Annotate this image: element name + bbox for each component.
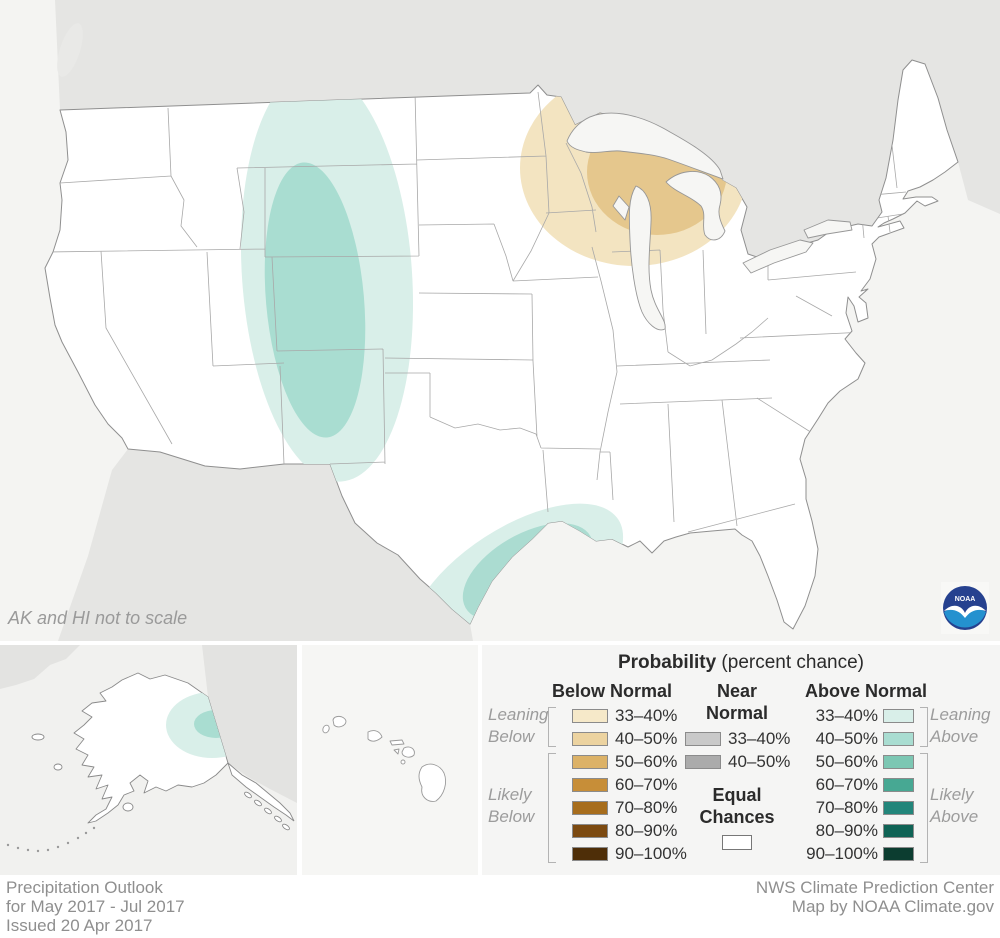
alaska-panhandle-islands xyxy=(31,733,295,831)
lake-erie xyxy=(742,239,814,274)
group-label-leaning-above-1: Leaning xyxy=(930,705,991,724)
legend-swatch-above-40–50% xyxy=(883,732,914,746)
legend-label-above-90–100%: 90–100% xyxy=(806,844,878,863)
st-lawrence-island xyxy=(31,733,45,741)
vancouver-island xyxy=(57,23,83,77)
legend-swatch-below-33–40% xyxy=(572,709,608,723)
legend-swatch-below-90–100% xyxy=(572,847,608,861)
legend-label-below-50–60%: 50–60% xyxy=(615,752,678,771)
legend-label-below-40–50%: 40–50% xyxy=(615,729,678,748)
equal-chances-swatch xyxy=(722,835,752,850)
bracket-leaning-below xyxy=(548,707,556,747)
state-borders xyxy=(45,91,907,533)
footer-left: Precipitation Outlook for May 2017 - Jul… xyxy=(6,878,185,935)
great-lakes xyxy=(566,112,853,331)
legend-swatch-above-33–40% xyxy=(883,709,914,723)
legend-swatch-below-50–60% xyxy=(572,755,608,769)
equal-chances-label-line1: Equal xyxy=(712,785,762,805)
kahoolawe xyxy=(400,759,406,765)
legend-label-near-33–40%: 33–40% xyxy=(728,729,791,748)
footer-period: for May 2017 - Jul 2017 xyxy=(6,897,185,916)
footer: Precipitation Outlook for May 2017 - Jul… xyxy=(0,876,1000,938)
noaa-logo-text: NOAA xyxy=(955,596,976,603)
legend-label-above-40–50%: 40–50% xyxy=(815,729,878,748)
mexico-landmass xyxy=(58,449,473,641)
lake-huron xyxy=(665,171,726,241)
big-island xyxy=(418,763,447,802)
bracket-likely-above xyxy=(920,753,928,863)
legend-swatch-near-33–40% xyxy=(685,732,721,746)
group-label-leaning-below-1: Leaning xyxy=(488,705,549,724)
russia-landmass xyxy=(0,645,80,689)
hawaiian-islands xyxy=(322,715,447,802)
kodiak-island xyxy=(122,802,134,812)
legend-label-above-80–90%: 80–90% xyxy=(815,821,878,840)
legend-label-above-70–80%: 70–80% xyxy=(815,798,878,817)
lake-michigan xyxy=(628,185,666,331)
group-label-leaning-below-2: Below xyxy=(488,727,535,746)
equal-chances-label-line2: Chances xyxy=(699,807,775,827)
hawaii-map xyxy=(302,645,478,875)
legend-label-above-60–70%: 60–70% xyxy=(815,775,878,794)
legend-label-below-60–70%: 60–70% xyxy=(615,775,678,794)
group-label-likely-below-2: Below xyxy=(488,807,535,826)
legend-swatch-above-60–70% xyxy=(883,778,914,792)
legend-label-above-33–40%: 33–40% xyxy=(815,706,878,725)
legend-swatch-above-70–80% xyxy=(883,801,914,815)
lake-superior xyxy=(566,112,724,180)
oahu xyxy=(367,730,383,742)
noaa-logo: NOAA xyxy=(941,582,989,634)
legend-swatch-below-40–50% xyxy=(572,732,608,746)
region-west-above-inner xyxy=(264,162,366,438)
footer-credit: Map by NOAA Climate.gov xyxy=(791,897,994,916)
lake-ontario xyxy=(803,219,853,239)
maui xyxy=(401,746,415,758)
conus-map-panel: NOAA AK and HI not to scale xyxy=(0,0,1000,641)
molokai xyxy=(389,739,405,746)
footer-issued: Issued 20 Apr 2017 xyxy=(6,916,153,935)
legend-label-near-40–50%: 40–50% xyxy=(728,752,791,771)
legend-header-above-normal: Above Normal xyxy=(804,681,928,701)
kauai xyxy=(332,715,347,728)
legend-label-below-70–80%: 70–80% xyxy=(615,798,678,817)
hawaii-inset-panel xyxy=(302,645,478,875)
legend-header-below-normal: Below Normal xyxy=(551,681,673,701)
legend-label-below-80–90%: 80–90% xyxy=(615,821,678,840)
scale-note: AK and HI not to scale xyxy=(8,608,188,628)
green-bay xyxy=(612,195,630,221)
legend-swatch-near-40–50% xyxy=(685,755,721,769)
legend-swatch-above-80–90% xyxy=(883,824,914,838)
legend-swatch-above-90–100% xyxy=(883,847,914,861)
legend-label-below-90–100%: 90–100% xyxy=(615,844,687,863)
group-label-leaning-above-2: Above xyxy=(930,727,979,746)
alaska-map xyxy=(0,645,297,875)
legend-swatch-below-80–90% xyxy=(572,824,608,838)
bracket-likely-below xyxy=(548,753,556,863)
bracket-leaning-above xyxy=(920,707,928,747)
footer-source: NWS Climate Prediction Center xyxy=(755,878,994,897)
group-label-likely-above-2: Above xyxy=(930,807,979,826)
footer-right: NWS Climate Prediction Center Map by NOA… xyxy=(756,878,994,916)
legend-swatch-above-50–60% xyxy=(883,755,914,769)
lanai xyxy=(393,748,400,755)
canada-landmass-ak xyxy=(202,645,297,803)
legend-title: Probability (percent chance) xyxy=(617,652,865,673)
group-label-likely-below-1: Likely xyxy=(488,785,532,804)
legend-swatch-below-70–80% xyxy=(572,801,608,815)
alaska-inset-panel xyxy=(0,645,297,875)
canada-landmass xyxy=(55,0,1000,259)
legend-header-near-normal-line1: Near xyxy=(716,681,758,701)
legend-swatch-below-60–70% xyxy=(572,778,608,792)
nunivak-island xyxy=(53,763,63,771)
conus-map: NOAA xyxy=(44,0,1000,641)
legend-label-below-33–40%: 33–40% xyxy=(615,706,678,725)
footer-title: Precipitation Outlook xyxy=(6,878,163,897)
niihau xyxy=(322,724,330,734)
legend-label-above-50–60%: 50–60% xyxy=(815,752,878,771)
legend-panel: Probability (percent chance) Below Norma… xyxy=(482,645,1000,875)
group-label-likely-above-1: Likely xyxy=(930,785,974,804)
legend-header-near-normal-line2: Normal xyxy=(705,703,768,723)
aleutian-islands xyxy=(6,826,96,853)
